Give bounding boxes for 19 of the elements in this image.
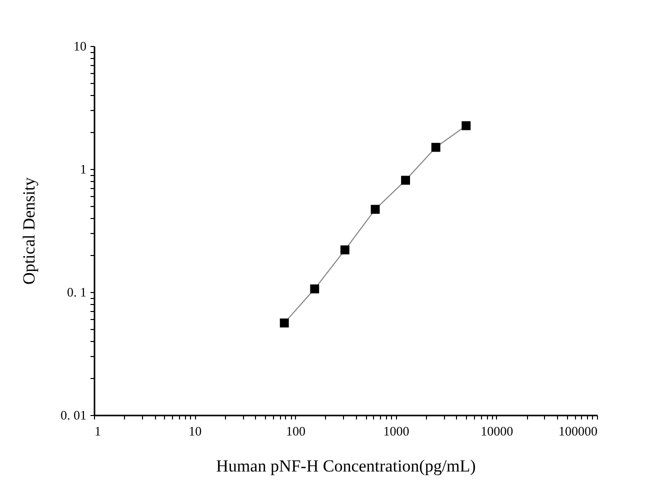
point — [401, 176, 410, 185]
point — [310, 284, 320, 294]
x-tick-label: 1 — [94, 424, 101, 438]
y-tick-label: 1 — [80, 162, 86, 176]
x-tick-label: 10 — [188, 424, 202, 438]
x-tick-label: 10000 — [480, 424, 514, 438]
x-tick-label: 1000 — [383, 424, 410, 438]
x-tick-label: 100 — [286, 424, 306, 438]
point — [340, 245, 350, 254]
point — [280, 318, 289, 328]
x-tick-label: 100000 — [558, 424, 598, 438]
point — [370, 204, 380, 214]
y-tick-label: 0. 01 — [60, 408, 86, 422]
y-tick-label: 0. 1 — [67, 284, 86, 300]
point — [462, 121, 471, 130]
y-axis-title: Optical Density — [20, 176, 38, 285]
point — [431, 142, 440, 152]
y-tick-label: 10 — [74, 38, 86, 54]
x-axis-title: Human pNF-H Concentration(pg/mL) — [216, 456, 476, 476]
